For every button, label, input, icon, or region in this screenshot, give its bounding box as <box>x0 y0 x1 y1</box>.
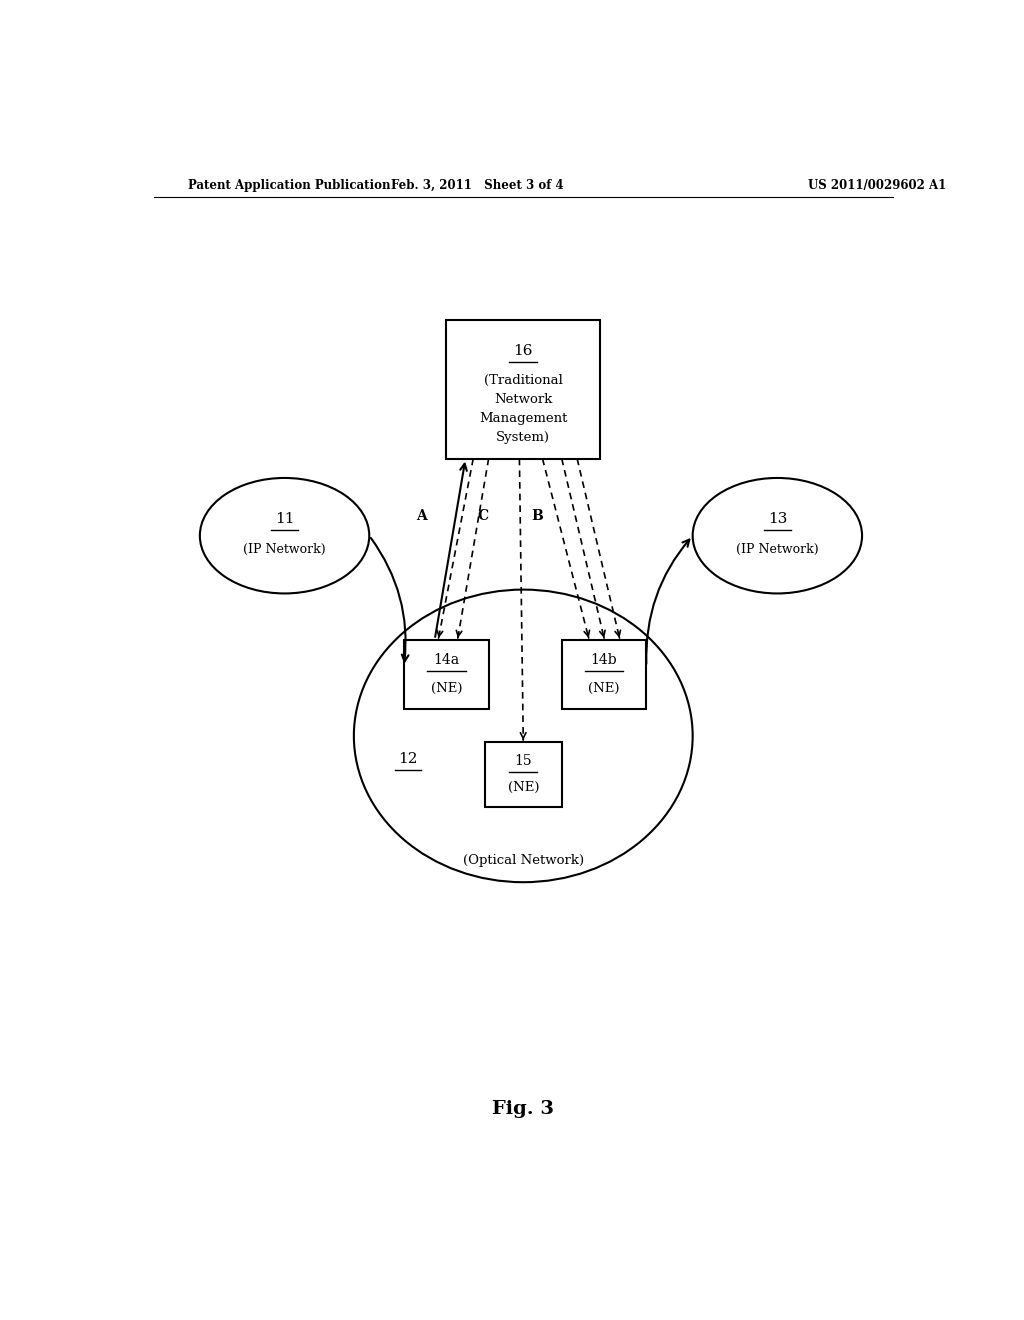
Text: Feb. 3, 2011   Sheet 3 of 4: Feb. 3, 2011 Sheet 3 of 4 <box>391 178 563 191</box>
Text: B: B <box>531 510 543 524</box>
Text: 15: 15 <box>514 754 532 768</box>
Text: 11: 11 <box>274 512 294 525</box>
Text: Network: Network <box>494 393 552 407</box>
Text: 13: 13 <box>768 512 787 525</box>
FancyBboxPatch shape <box>403 640 488 709</box>
FancyBboxPatch shape <box>562 640 646 709</box>
Text: 16: 16 <box>513 345 534 358</box>
FancyBboxPatch shape <box>484 742 562 807</box>
FancyBboxPatch shape <box>446 321 600 459</box>
Text: System): System) <box>497 432 550 445</box>
Text: (Optical Network): (Optical Network) <box>463 854 584 867</box>
Text: Patent Application Publication: Patent Application Publication <box>188 178 391 191</box>
Text: (IP Network): (IP Network) <box>736 543 818 556</box>
Text: (NE): (NE) <box>430 681 462 694</box>
Text: 12: 12 <box>398 752 418 766</box>
Text: C: C <box>477 510 488 524</box>
Text: (NE): (NE) <box>589 681 620 694</box>
Text: 14b: 14b <box>591 653 617 668</box>
Text: (IP Network): (IP Network) <box>244 543 326 556</box>
Text: Fig. 3: Fig. 3 <box>493 1101 554 1118</box>
Text: US 2011/0029602 A1: US 2011/0029602 A1 <box>808 178 946 191</box>
Text: 14a: 14a <box>433 653 460 668</box>
Text: Management: Management <box>479 412 567 425</box>
Text: A: A <box>416 510 427 524</box>
Text: (Traditional: (Traditional <box>483 374 563 387</box>
Text: (NE): (NE) <box>508 781 539 795</box>
